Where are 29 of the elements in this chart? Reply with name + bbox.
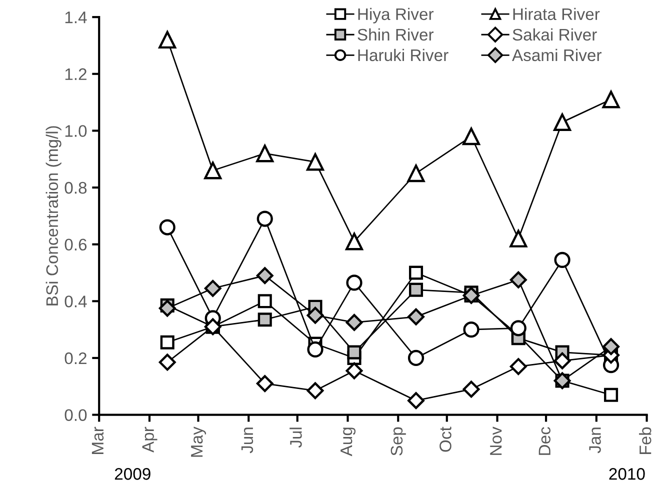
y-tick-label: 0.2 bbox=[64, 352, 86, 364]
legend-label: Asami River bbox=[512, 48, 602, 62]
x-tick-label: Apr bbox=[142, 426, 158, 453]
x-tick-label: Jul bbox=[290, 428, 302, 448]
x-tick-label: Mar bbox=[92, 426, 104, 454]
x-tick-label: May bbox=[191, 426, 206, 457]
y-tick-label: 0.8 bbox=[64, 182, 87, 194]
legend-label: Shin River bbox=[358, 28, 434, 41]
y-tick-label: 0.4 bbox=[64, 296, 87, 308]
x-tick-label: Sep bbox=[390, 427, 406, 456]
text: 2010 bbox=[609, 468, 645, 480]
y-tick-label: 1.0 bbox=[65, 125, 87, 137]
x-tick-label: Nov bbox=[490, 426, 502, 455]
x-tick-label: Feb bbox=[639, 427, 652, 454]
legend-label: Haruki River bbox=[358, 48, 448, 62]
legend-label: Hiya River bbox=[358, 8, 434, 24]
x-tick-label: Dec bbox=[538, 427, 550, 455]
text: 2009 bbox=[114, 468, 150, 480]
y-axis-title: BSi Concentration (mg/l) bbox=[46, 126, 62, 306]
legend-label: Sakai River bbox=[512, 28, 597, 41]
y-tick-label: 1.2 bbox=[65, 68, 86, 80]
x-tick-label: Aug bbox=[340, 428, 356, 456]
x-tick-label: Jun bbox=[241, 428, 254, 454]
y-tick-label: 0.6 bbox=[64, 238, 87, 251]
x-tick-label: Jan bbox=[589, 428, 601, 454]
legend-label: Hirata River bbox=[513, 8, 600, 20]
y-tick-label: 1.4 bbox=[65, 12, 87, 24]
x-tick-label: Oct bbox=[440, 426, 452, 452]
y-tick-label: 0.0 bbox=[64, 409, 87, 422]
